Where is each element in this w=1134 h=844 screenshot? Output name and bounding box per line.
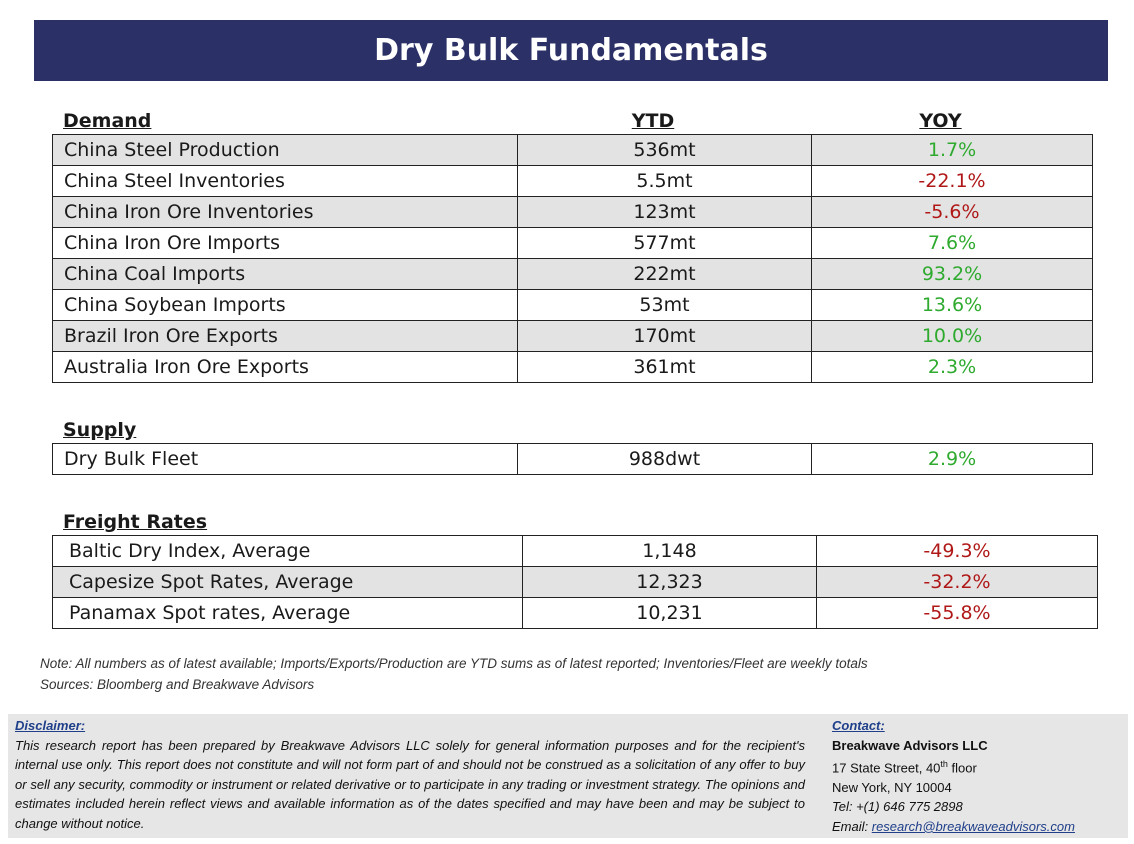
- contact-email-line: Email: research@breakwaveadvisors.com: [832, 817, 1122, 837]
- freight-section: Freight Rates Baltic Dry Index, Average 1…: [52, 509, 1098, 629]
- metric-name-cell: Panamax Spot rates, Average: [52, 597, 523, 629]
- ytd-value-cell: 988dwt: [517, 443, 812, 475]
- table-row: Panamax Spot rates, Average 10,231 -55.8%: [52, 597, 1098, 629]
- ytd-value-cell: 1,148: [522, 535, 817, 567]
- title-banner: Dry Bulk Fundamentals: [34, 20, 1108, 81]
- supply-section: Supply Dry Bulk Fleet 988dwt 2.9%: [52, 417, 1093, 475]
- ytd-value-cell: 123mt: [517, 196, 812, 228]
- yoy-value-cell: 2.9%: [811, 443, 1093, 475]
- supply-heading: Supply: [63, 419, 137, 441]
- metric-name-cell: Baltic Dry Index, Average: [52, 535, 523, 567]
- freight-heading: Freight Rates: [63, 511, 208, 533]
- metric-name-cell: China Iron Ore Inventories: [52, 196, 518, 228]
- table-row: Capesize Spot Rates, Average 12,323 -32.2%: [52, 566, 1098, 598]
- address-floor: floor: [947, 760, 977, 776]
- demand-header-row: Demand YTD YOY: [52, 108, 1081, 134]
- supply-table: Dry Bulk Fleet 988dwt 2.9%: [52, 443, 1093, 475]
- ytd-value-cell: 10,231: [522, 597, 817, 629]
- yoy-column-header: YOY: [919, 110, 962, 132]
- metric-name-cell: China Coal Imports: [52, 258, 518, 290]
- disclaimer-text: This research report has been prepared b…: [15, 737, 805, 831]
- demand-section: Demand YTD YOY China Steel Production 536…: [52, 108, 1093, 383]
- address-sup: th: [940, 759, 948, 769]
- note-text: Note: All numbers as of latest available…: [40, 656, 868, 671]
- contact-title: Contact:: [832, 718, 885, 733]
- disclaimer: Disclaimer: This research report has bee…: [15, 716, 805, 833]
- table-row: Dry Bulk Fleet 988dwt 2.9%: [52, 443, 1093, 475]
- table-row: China Steel Inventories 5.5mt -22.1%: [52, 165, 1093, 197]
- metric-name-cell: Brazil Iron Ore Exports: [52, 320, 518, 352]
- ytd-value-cell: 577mt: [517, 227, 812, 259]
- freight-table: Baltic Dry Index, Average 1,148 -49.3% Cape…: [52, 535, 1098, 629]
- yoy-value-cell: 7.6%: [811, 227, 1093, 259]
- page-title: Dry Bulk Fundamentals: [374, 33, 768, 68]
- metric-name-cell: China Steel Inventories: [52, 165, 518, 197]
- table-row: Australia Iron Ore Exports 361mt 2.3%: [52, 351, 1093, 383]
- table-row: Brazil Iron Ore Exports 170mt 10.0%: [52, 320, 1093, 352]
- ytd-value-cell: 5.5mt: [517, 165, 812, 197]
- yoy-value-cell: 13.6%: [811, 289, 1093, 321]
- table-row: China Steel Production 536mt 1.7%: [52, 134, 1093, 166]
- email-link[interactable]: research@breakwaveadvisors.com: [871, 818, 1075, 834]
- metric-name-cell: Dry Bulk Fleet: [52, 443, 518, 475]
- contact-address: 17 State Street, 40th floor: [832, 755, 1122, 778]
- yoy-value-cell: -5.6%: [811, 196, 1093, 228]
- contact-company: Breakwave Advisors LLC: [832, 737, 988, 753]
- address-street: 17 State Street, 40: [832, 760, 941, 776]
- yoy-value-cell: -49.3%: [816, 535, 1098, 567]
- yoy-value-cell: -22.1%: [811, 165, 1093, 197]
- ytd-value-cell: 53mt: [517, 289, 812, 321]
- metric-name-cell: China Soybean Imports: [52, 289, 518, 321]
- yoy-value-cell: 93.2%: [811, 258, 1093, 290]
- disclaimer-title: Disclaimer:: [15, 718, 86, 733]
- contact-tel: Tel: +(1) 646 775 2898: [832, 799, 963, 815]
- freight-header-row: Freight Rates: [52, 509, 1081, 535]
- ytd-value-cell: 170mt: [517, 320, 812, 352]
- table-row: Baltic Dry Index, Average 1,148 -49.3%: [52, 535, 1098, 567]
- yoy-value-cell: -32.2%: [816, 566, 1098, 598]
- email-label: Email:: [832, 818, 872, 834]
- table-row: China Soybean Imports 53mt 13.6%: [52, 289, 1093, 321]
- yoy-value-cell: 10.0%: [811, 320, 1093, 352]
- sources-text: Sources: Bloomberg and Breakwave Advisor…: [40, 677, 315, 692]
- footnote: Note: All numbers as of latest available…: [40, 653, 868, 695]
- contact-block: Contact: Breakwave Advisors LLC 17 State…: [832, 716, 1122, 836]
- demand-heading: Demand: [63, 110, 152, 132]
- yoy-value-cell: 1.7%: [811, 134, 1093, 166]
- ytd-value-cell: 12,323: [522, 566, 817, 598]
- metric-name-cell: China Steel Production: [52, 134, 518, 166]
- yoy-value-cell: 2.3%: [811, 351, 1093, 383]
- ytd-column-header: YTD: [631, 110, 675, 132]
- supply-header-row: Supply: [52, 417, 1081, 443]
- metric-name-cell: China Iron Ore Imports: [52, 227, 518, 259]
- yoy-value-cell: -55.8%: [816, 597, 1098, 629]
- table-row: China Iron Ore Imports 577mt 7.6%: [52, 227, 1093, 259]
- ytd-value-cell: 536mt: [517, 134, 812, 166]
- table-row: China Coal Imports 222mt 93.2%: [52, 258, 1093, 290]
- table-row: China Iron Ore Inventories 123mt -5.6%: [52, 196, 1093, 228]
- contact-city: New York, NY 10004: [832, 779, 952, 795]
- demand-table: China Steel Production 536mt 1.7% China Ste…: [52, 134, 1093, 383]
- metric-name-cell: Capesize Spot Rates, Average: [52, 566, 523, 598]
- metric-name-cell: Australia Iron Ore Exports: [52, 351, 518, 383]
- ytd-value-cell: 222mt: [517, 258, 812, 290]
- disclaimer-panel: Disclaimer: This research report has bee…: [8, 714, 1128, 838]
- ytd-value-cell: 361mt: [517, 351, 812, 383]
